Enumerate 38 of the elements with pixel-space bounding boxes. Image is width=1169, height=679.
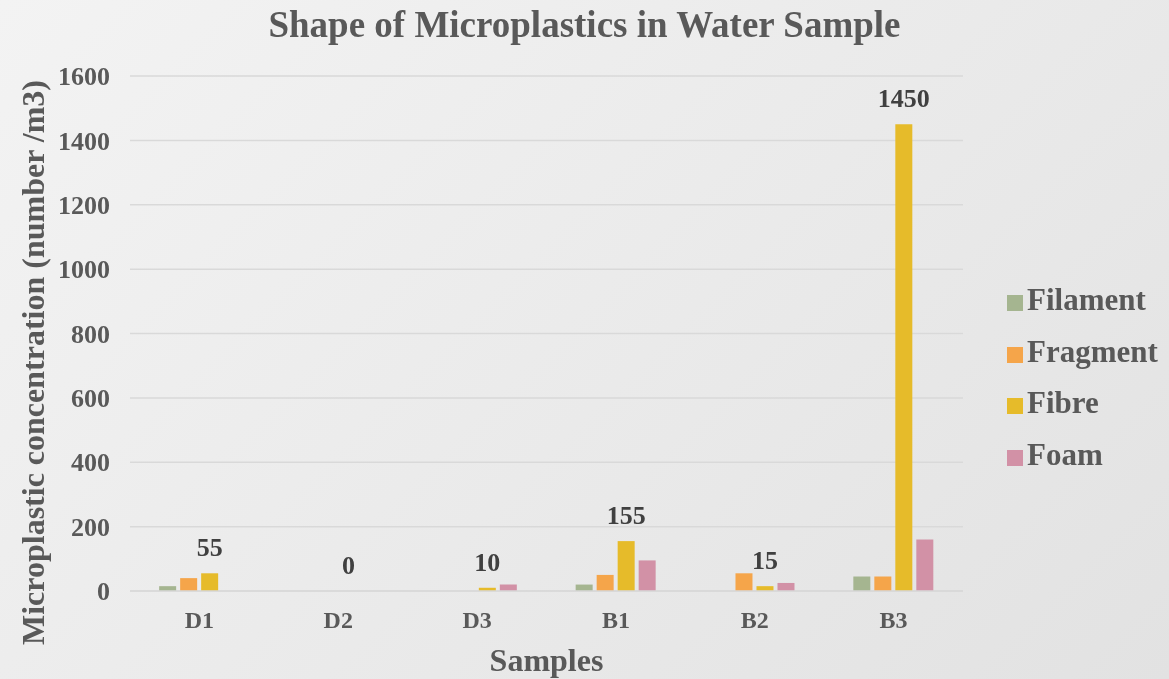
y-tick-label: 1600 bbox=[58, 62, 110, 92]
legend-label: Filament bbox=[1027, 282, 1146, 317]
y-tick-label: 600 bbox=[71, 384, 110, 414]
bar bbox=[180, 578, 198, 591]
data-label: 10 bbox=[474, 547, 501, 577]
x-tick-label: D2 bbox=[323, 607, 353, 634]
legend-label: Fibre bbox=[1027, 385, 1099, 421]
x-tick-label: B3 bbox=[879, 607, 908, 634]
y-tick-label: 1200 bbox=[58, 190, 110, 220]
x-tick-label: B2 bbox=[740, 607, 769, 634]
x-tick-label: B1 bbox=[601, 607, 630, 634]
y-tick-label: 400 bbox=[71, 448, 110, 478]
bar bbox=[874, 576, 892, 591]
bar bbox=[596, 574, 614, 591]
data-label: 15 bbox=[751, 546, 778, 576]
x-tick-label: D3 bbox=[462, 607, 492, 634]
y-tick-label: 800 bbox=[71, 319, 110, 349]
bar bbox=[916, 539, 934, 591]
y-tick-label: 0 bbox=[97, 577, 110, 607]
legend-label: Fragment bbox=[1027, 333, 1158, 369]
legend-label: Foam bbox=[1027, 437, 1103, 473]
chart-title: Shape of Microplastics in Water Sample bbox=[267, 3, 902, 47]
x-axis-title: Samples bbox=[489, 642, 604, 678]
bar bbox=[853, 576, 871, 591]
y-axis-title: Microplastic concentration (number /m3) bbox=[15, 80, 51, 645]
bar bbox=[895, 124, 913, 591]
x-tick-label: D1 bbox=[184, 607, 215, 634]
bar bbox=[201, 573, 219, 591]
data-label: 1450 bbox=[877, 84, 930, 114]
y-tick-label: 1400 bbox=[58, 126, 110, 156]
bar bbox=[735, 573, 753, 591]
bar bbox=[638, 560, 656, 591]
data-label: 155 bbox=[606, 501, 646, 531]
bar bbox=[617, 541, 635, 591]
data-label: 0 bbox=[341, 551, 355, 580]
data-label: 55 bbox=[196, 533, 223, 563]
y-tick-label: 200 bbox=[71, 512, 110, 542]
y-tick-label: 1000 bbox=[58, 255, 110, 285]
